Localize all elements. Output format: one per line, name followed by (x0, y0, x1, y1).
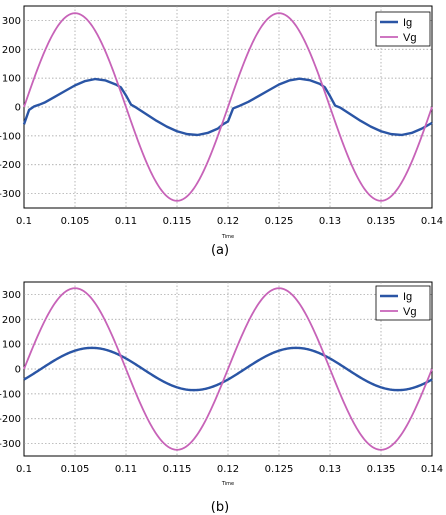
x-tick-label: 0.115 (163, 216, 192, 227)
y-tick-label: 300 (2, 16, 21, 27)
series-vg-line (23, 12, 433, 202)
chart-b-series (23, 287, 433, 451)
chart-a-xticks: 0.1 0.105 0.11 0.115 0.12 0.125 0.13 0.135 0.14 (16, 216, 443, 227)
x-tick-label: 0.12 (217, 216, 239, 227)
chart-a-grid (24, 6, 432, 208)
x-tick-label: 0.14 (421, 216, 443, 227)
x-tick-label: 0.125 (265, 464, 294, 475)
chart-b-xlabel: Time (221, 481, 234, 487)
y-tick-label: -200 (0, 414, 21, 425)
y-tick-label: 300 (2, 290, 21, 301)
chart-b: 300 200 100 0 -100 -200 -300 0.1 0.105 0.11 0.115… (0, 281, 443, 515)
chart-b-grid (24, 282, 432, 456)
chart-b-yticks: 300 200 100 0 -100 -200 -300 (0, 290, 21, 450)
y-tick-label: 100 (2, 340, 21, 351)
legend-ig-label: Ig (403, 291, 412, 303)
y-tick-label: -200 (0, 160, 21, 171)
x-tick-label: 0.135 (367, 216, 396, 227)
x-tick-label: 0.12 (217, 464, 239, 475)
y-tick-label: -100 (0, 131, 21, 142)
series-vg-line (23, 287, 433, 451)
x-tick-label: 0.11 (115, 464, 137, 475)
y-tick-label: -100 (0, 389, 21, 400)
chart-b-legend: Ig Vg (375, 285, 431, 321)
chart-b-xticks: 0.1 0.105 0.11 0.115 0.12 0.125 0.13 0.135 0.14 (16, 464, 443, 475)
x-tick-label: 0.125 (265, 216, 294, 227)
x-tick-label: 0.105 (61, 216, 90, 227)
y-tick-label: 100 (2, 74, 21, 85)
y-tick-label: 0 (15, 103, 21, 114)
legend-box (375, 11, 431, 47)
x-tick-label: 0.13 (319, 216, 341, 227)
chart-a-xlabel: Time (221, 234, 234, 240)
legend-vg-label: Vg (403, 32, 416, 44)
chart-a-legend: Ig Vg (375, 11, 431, 47)
x-tick-label: 0.105 (61, 464, 90, 475)
x-tick-label: 0.135 (367, 464, 396, 475)
y-tick-label: -300 (0, 439, 21, 450)
y-tick-label: 200 (2, 315, 21, 326)
y-tick-label: -300 (0, 189, 21, 200)
x-tick-label: 0.1 (16, 464, 32, 475)
legend-ig-label: Ig (403, 17, 412, 29)
chart-a-series (22, 12, 433, 202)
x-tick-label: 0.1 (16, 216, 32, 227)
y-tick-label: 0 (15, 365, 21, 376)
y-tick-label: 200 (2, 45, 21, 56)
x-tick-label: 0.14 (421, 464, 443, 475)
chart-a: 300 200 100 0 -100 -200 -300 0.1 0.105 0.11 0.115… (0, 5, 443, 258)
chart-a-yticks: 300 200 100 0 -100 -200 -300 (0, 16, 21, 200)
chart-a-caption: (a) (211, 243, 229, 258)
series-ig-line (23, 346, 433, 392)
legend-vg-label: Vg (403, 306, 416, 318)
x-tick-label: 0.13 (319, 464, 341, 475)
x-tick-label: 0.115 (163, 464, 192, 475)
legend-box (375, 285, 431, 321)
x-tick-label: 0.11 (115, 216, 137, 227)
chart-b-caption: (b) (211, 500, 229, 515)
